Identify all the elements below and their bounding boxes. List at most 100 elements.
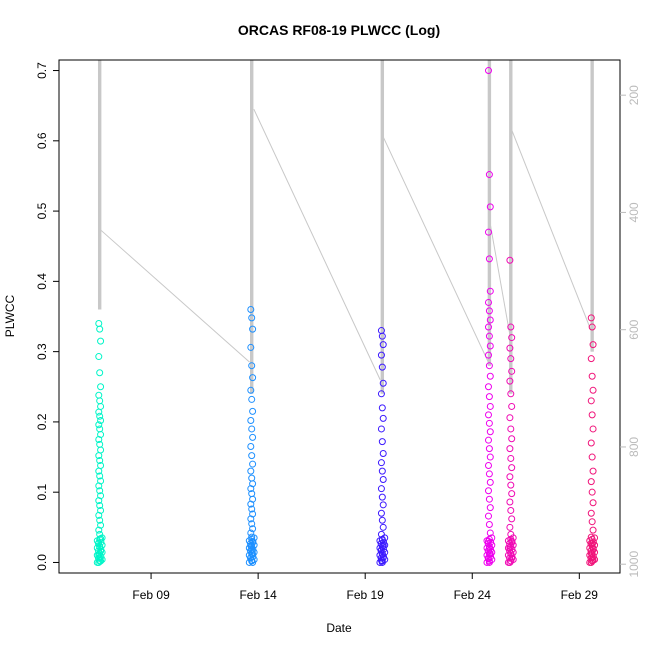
data-point — [97, 521, 105, 529]
data-point — [484, 436, 492, 444]
data-point — [485, 470, 493, 478]
data-point — [484, 228, 492, 236]
data-point — [248, 520, 256, 528]
data-point — [249, 374, 257, 382]
data-point — [589, 467, 597, 475]
data-point — [377, 425, 385, 433]
data-point — [377, 351, 385, 359]
data-point — [249, 480, 257, 488]
data-point — [486, 316, 494, 324]
data-point — [249, 407, 257, 415]
data-point — [486, 372, 494, 380]
data-point — [95, 511, 103, 519]
data-point — [588, 323, 596, 331]
data-point — [486, 428, 494, 436]
y-tick-label: 0.0 — [35, 554, 49, 571]
y2-tick-label: 400 — [627, 202, 641, 222]
data-point — [508, 490, 516, 498]
data-point — [95, 467, 103, 475]
data-point — [507, 390, 515, 398]
data-point — [378, 363, 386, 371]
y-tick-label: 0.2 — [35, 413, 49, 430]
data-point — [249, 495, 257, 503]
data-point — [97, 506, 105, 514]
data-point — [96, 397, 104, 405]
y-tick-label: 0.6 — [35, 132, 49, 149]
data-point — [507, 355, 515, 363]
data-point — [507, 323, 515, 331]
data-point — [379, 379, 387, 387]
data-point — [247, 485, 255, 493]
data-point — [588, 411, 596, 419]
data-point — [247, 515, 255, 523]
data-point — [486, 504, 494, 512]
data-point — [485, 307, 493, 315]
data-point — [247, 343, 255, 351]
data-point — [589, 499, 597, 507]
data-point — [95, 391, 103, 399]
data-point — [97, 446, 105, 454]
data-point — [381, 534, 389, 542]
data-point — [485, 495, 493, 503]
data-point — [95, 452, 103, 460]
data-point — [486, 453, 494, 461]
x-tick-label: Feb 29 — [561, 588, 599, 602]
data-point — [249, 510, 257, 518]
data-point — [248, 362, 256, 370]
data-point — [484, 487, 492, 495]
data-point — [247, 305, 255, 313]
data-point — [248, 452, 256, 460]
data-point — [249, 460, 257, 468]
data-point — [96, 516, 104, 524]
data-point — [484, 383, 492, 391]
data-point — [506, 445, 514, 453]
data-point — [506, 523, 514, 531]
pressure-transit-line — [253, 108, 381, 380]
data-point — [508, 334, 516, 342]
data-point — [485, 171, 493, 179]
data-point — [484, 461, 492, 469]
y2-tick-label: 800 — [627, 437, 641, 457]
data-point — [95, 320, 103, 328]
y-tick-label: 0.4 — [35, 273, 49, 290]
data-point — [507, 454, 515, 462]
data-point — [377, 459, 385, 467]
x-axis-label: Date — [326, 621, 352, 635]
data-point — [97, 417, 105, 425]
data-point — [508, 402, 516, 410]
data-point — [506, 377, 514, 385]
data-point — [95, 353, 103, 361]
x-tick-label: Feb 09 — [132, 588, 170, 602]
data-point — [485, 445, 493, 453]
data-point — [378, 404, 386, 412]
data-point — [486, 287, 494, 295]
data-point — [485, 419, 493, 427]
data-point — [588, 372, 596, 380]
data-point — [96, 487, 104, 495]
data-point — [95, 482, 103, 490]
plot-frame — [58, 59, 621, 574]
data-point — [247, 443, 255, 451]
y2-tick-label: 1000 — [627, 551, 641, 578]
data-point — [96, 530, 104, 538]
data-point — [506, 498, 514, 506]
y2-tick-label: 200 — [627, 85, 641, 105]
data-point — [507, 481, 515, 489]
data-point — [507, 506, 515, 514]
data-point — [486, 342, 494, 350]
y-tick-label: 0.3 — [35, 343, 49, 360]
data-point — [95, 408, 103, 416]
data-points-layer — [93, 67, 599, 566]
data-point — [588, 453, 596, 461]
data-point — [248, 425, 256, 433]
data-point — [250, 534, 258, 542]
data-point — [248, 314, 256, 322]
data-point — [96, 457, 104, 465]
data-point — [485, 332, 493, 340]
data-point — [587, 478, 595, 486]
y-tick-label: 0.1 — [35, 484, 49, 501]
data-point — [248, 505, 256, 513]
data-point — [587, 509, 595, 517]
chart-title: ORCAS RF08-19 PLWCC (Log) — [238, 22, 440, 38]
